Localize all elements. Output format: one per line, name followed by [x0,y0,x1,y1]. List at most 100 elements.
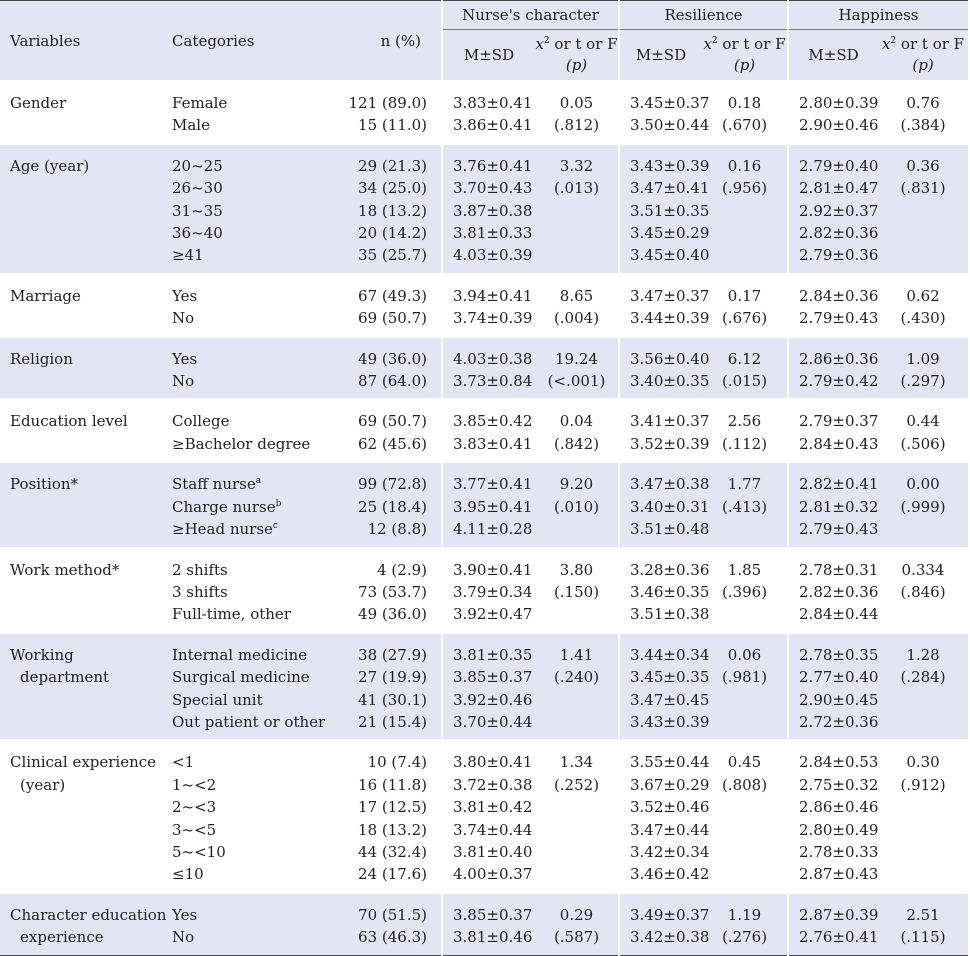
cell-line: (.396) [702,581,787,603]
cell-line: 3.51±0.35 [630,200,709,222]
cell-line: Religion [10,348,162,370]
cell-line: 35 (25.7) [342,244,427,266]
cell-text: 2.51 [906,905,940,924]
cell-text: Marriage [10,286,81,305]
resilience-stat-cell: 0.16 (.956) [702,142,789,274]
cell-line: 19.24 [535,348,618,370]
cell-text: 3.74±0.39 [453,309,533,328]
cell-line: 3.49±0.37 [630,904,709,926]
cell-line: 0.30 [878,751,968,773]
cell-line: (.999) [878,496,968,518]
cell-line: 3.47±0.38 [630,473,709,495]
cell-text: 3.85±0.37 [453,668,533,687]
nurse-msd-cell: 3.83±0.41 3.86±0.41 [441,80,535,144]
cell-text: 2.80±0.49 [799,820,879,839]
cell-line: (year) [10,774,162,796]
cell-line: 0.06 [702,644,787,666]
category-cell: College ≥Bachelor degree [162,398,342,463]
cell-text: 3.81±0.35 [453,645,533,664]
cell-text: Yes [172,286,198,305]
cell-text: 62 (45.6) [358,434,427,453]
cell-text: 17 (12.5) [358,798,427,817]
cell-line: 0.45 [702,751,787,773]
cell-line: 2.78±0.35 [799,644,878,666]
cell-text: 87 (64.0) [358,372,427,391]
cell-text: 3.44±0.34 [630,645,710,664]
cell-line: (.670) [702,114,787,136]
table-row: Age (year) 20~25 26~30 31~35 36~40 ≥41 29 (21.… [0,142,969,274]
cell-text: 2.82±0.36 [799,582,879,601]
table-row: Religion Yes No 49 (36.0) 87 (64.0) 4.03±0.38… [0,335,969,400]
cell-text: (.396) [721,582,768,601]
cell-text: (.676) [721,309,768,328]
cell-line: 15 (11.0) [342,114,427,136]
cell-line: 2.84±0.53 [799,751,878,773]
cell-text: No [172,928,195,947]
cell-line: 0.44 [878,410,968,432]
cell-line: 1.19 [702,904,787,926]
cell-line: 2 shifts [172,559,342,581]
resilience-stat-cell: 0.17 (.676) [702,272,789,337]
cell-line: 3.45±0.35 [630,666,709,688]
cell-text: 3.74±0.44 [453,820,533,839]
cell-line: 2.82±0.36 [799,581,878,603]
cell-line: 3.44±0.34 [630,644,709,666]
cell-line: (.506) [878,433,968,455]
cell-text: 4.11±0.28 [453,520,533,539]
happiness-stat-cell: 2.51 (.115) [878,891,969,956]
cell-text: (.999) [900,497,946,516]
resilience-msd-cell: 3.55±0.44 3.67±0.29 3.52±0.46 3.47±0.44 3.42… [618,739,709,893]
cell-text: 2.90±0.45 [799,690,879,709]
cell-line: 3.79±0.34 [453,581,535,603]
cell-text: 29 (21.3) [358,156,427,175]
happiness-stat-cell: 0.36 (.831) [878,142,969,274]
cell-text: 0.76 [906,94,940,112]
cell-line: 2.92±0.37 [799,200,878,222]
resilience-msd-cell: 3.47±0.38 3.40±0.31 3.51±0.48 [618,461,709,548]
happiness-msd-cell: 2.87±0.39 2.76±0.41 [787,891,878,956]
cell-text: 3.40±0.31 [630,497,710,516]
cell-text: 69 (50.7) [358,309,427,328]
cell-line: 3.47±0.37 [630,285,709,307]
n-cell: 70 (51.5) 63 (46.3) [342,891,442,956]
cell-text: 0.04 [559,412,594,431]
cell-text: 3.80 [559,560,594,579]
cell-line: (.240) [535,666,618,688]
cell-text: 3.46±0.42 [630,865,710,884]
table-body: Gender Female Male 121 (89.0) 15 (11.0) 3.83±… [0,80,969,956]
variable-cell: Gender [0,80,162,144]
n-cell: 67 (49.3) 69 (50.7) [342,272,442,337]
cell-text: 3.40±0.35 [630,372,710,391]
cell-text: 3.47±0.41 [630,179,710,198]
resilience-msd-cell: 3.28±0.36 3.46±0.35 3.51±0.38 [618,546,709,633]
resilience-msd-cell: 3.41±0.37 3.52±0.39 [618,398,709,463]
cell-line: (.150) [535,581,618,603]
cell-text: 2.78±0.35 [799,645,879,664]
cell-text: Surgical medicine [172,668,310,687]
nurse-msd-cell: 3.77±0.41 3.95±0.41 4.11±0.28 [441,461,535,548]
n-cell: 99 (72.8) 25 (18.4) 12 (8.8) [342,461,442,548]
cell-text: 3.80±0.41 [453,753,533,772]
cell-text: 25 (18.4) [358,497,427,516]
cell-line: 26~30 [172,177,342,199]
resilience-msd-cell: 3.56±0.40 3.40±0.35 [618,335,709,400]
cell-line: 0.62 [878,285,968,307]
cell-text: 3.41±0.37 [630,412,710,431]
cell-text: 5~<10 [172,842,226,861]
cell-line: 2.86±0.46 [799,796,878,818]
cell-line: 3.47±0.44 [630,819,709,841]
cell-text: 1~<2 [172,775,217,794]
cell-text: 2.75±0.32 [799,775,879,794]
header-group-happiness: Happiness [787,0,969,30]
cell-line: 2.78±0.33 [799,841,878,863]
cell-line: 3.81±0.33 [453,222,535,244]
n-cell: 49 (36.0) 87 (64.0) [342,335,442,400]
cell-text: Character education [10,905,167,924]
cell-text: 0.00 [906,475,940,494]
variable-cell: Age (year) [0,142,162,274]
cell-line: 44 (32.4) [342,841,427,863]
cell-text: Yes [172,349,198,368]
cell-text: 63 (46.3) [358,928,427,947]
category-cell: <1 1~<2 2~<3 3~<5 5~<10 ≤10 [162,739,342,893]
cell-line: (.831) [878,177,968,199]
